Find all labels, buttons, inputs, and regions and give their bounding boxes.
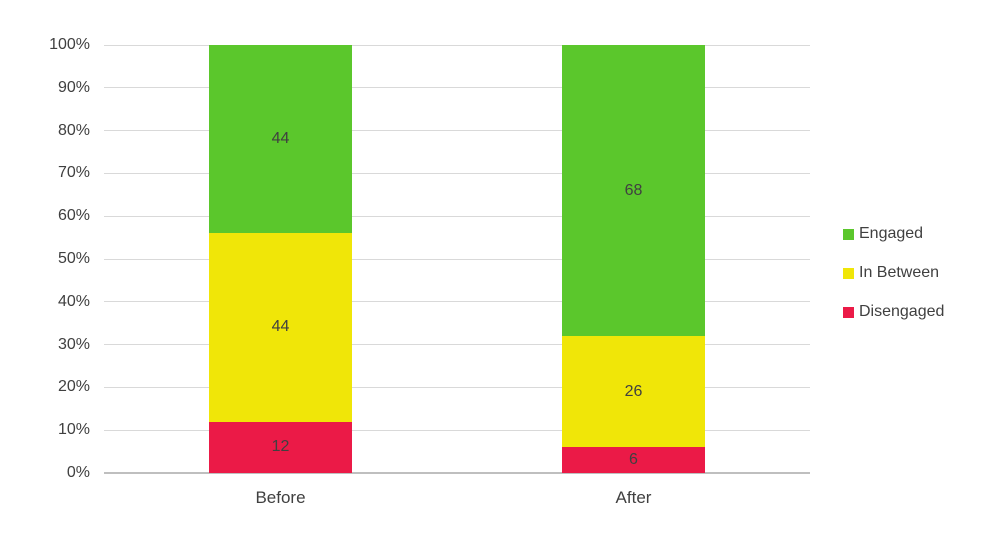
x-axis-category-label: After	[615, 488, 652, 507]
y-axis-tick-label: 20%	[57, 378, 90, 396]
gridline	[104, 130, 810, 132]
bar-segment-engaged: 68	[562, 45, 705, 337]
legend-label: Engaged	[859, 225, 924, 242]
gridline	[104, 301, 810, 303]
gridline	[104, 172, 810, 174]
data-label: 12	[271, 438, 290, 456]
gridline	[104, 429, 810, 431]
bar-stack-before: 12 44 44	[209, 45, 352, 473]
y-axis-tick-label: 70%	[57, 164, 90, 182]
y-axis-tick-label: 10%	[57, 421, 90, 439]
bar-stack-after: 6 26 68	[562, 45, 705, 473]
data-label: 6	[629, 451, 638, 469]
gridline	[104, 386, 810, 388]
legend-swatch-icon	[843, 267, 854, 279]
data-label: 44	[271, 318, 290, 336]
gridline	[104, 344, 810, 346]
y-axis-tick-label: 80%	[57, 121, 90, 139]
bar-segment-disengaged: 6	[562, 447, 705, 473]
gridline	[104, 215, 810, 217]
data-label: 44	[271, 130, 290, 148]
x-axis-line	[104, 472, 810, 474]
legend-label: In Between	[859, 264, 940, 281]
legend-item-disengaged: Disengaged	[843, 302, 944, 322]
bar-segment-disengaged: 12	[209, 421, 352, 473]
y-axis-tick-label: 0%	[66, 464, 90, 481]
y-axis-tick-label: 40%	[57, 292, 90, 310]
gridline	[104, 87, 810, 89]
plot-area: 12 44 44 6 26 68	[104, 44, 810, 474]
gridline	[104, 44, 810, 46]
y-axis-tick-label: 60%	[57, 207, 90, 225]
legend-label: Disengaged	[859, 303, 945, 320]
legend-item-engaged: Engaged	[843, 224, 944, 244]
y-axis-tick-label: 100%	[49, 36, 90, 53]
legend-swatch-icon	[843, 306, 854, 318]
y-axis-tick-label: 50%	[57, 250, 90, 267]
y-axis-tick-label: 90%	[57, 78, 90, 96]
bar-segment-in-between: 44	[209, 233, 352, 422]
legend: Engaged In Between Disengaged	[843, 224, 944, 341]
legend-item-in-between: In Between	[843, 263, 944, 283]
data-label: 68	[624, 181, 643, 199]
bar-segment-engaged: 44	[209, 45, 352, 234]
data-label: 26	[624, 382, 643, 400]
gridline	[104, 258, 810, 260]
bar-segment-in-between: 26	[562, 336, 705, 448]
x-axis-category-label: Before	[255, 488, 306, 507]
y-axis-tick-label: 30%	[57, 335, 90, 353]
legend-swatch-icon	[843, 228, 854, 240]
